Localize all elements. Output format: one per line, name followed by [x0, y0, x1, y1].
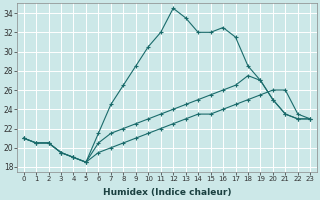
X-axis label: Humidex (Indice chaleur): Humidex (Indice chaleur) — [103, 188, 231, 197]
